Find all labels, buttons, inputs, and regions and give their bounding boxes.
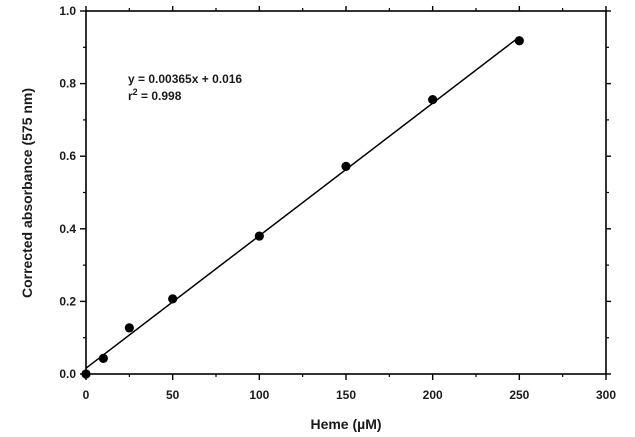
data-point — [168, 294, 178, 304]
y-tick-label: 0.6 — [59, 149, 76, 163]
fit-line-group — [85, 36, 520, 369]
data-point — [254, 231, 264, 241]
r-squared: r2 = 0.998 — [128, 87, 182, 103]
r-squared-value: = 0.998 — [138, 89, 182, 103]
x-axis-title: Heme (µM) — [310, 416, 381, 432]
plot-frame — [85, 10, 607, 375]
x-tick-label: 100 — [249, 388, 269, 402]
x-tick-label: 0 — [83, 388, 90, 402]
axis-tick-labels: 0 50 100 150 200 250 300 0.0 0.2 0.4 0.6 0.8 1.0 — [59, 4, 616, 402]
x-tick-label: 300 — [596, 388, 616, 402]
r-squared-superscript: 2 — [133, 87, 138, 97]
x-tick-label: 50 — [166, 388, 180, 402]
y-tick-label: 1.0 — [59, 4, 76, 18]
x-tick-label: 250 — [509, 388, 529, 402]
data-point — [98, 353, 108, 363]
data-point — [124, 323, 134, 333]
y-tick-label: 0.0 — [59, 367, 76, 381]
y-axis-title: Corrected absorbance (575 nm) — [19, 88, 35, 298]
y-tick-label: 0.4 — [59, 222, 76, 236]
y-tick-label: 0.8 — [59, 77, 76, 91]
data-points — [81, 36, 524, 379]
x-tick-label: 200 — [423, 388, 443, 402]
r-squared-base: r — [128, 89, 133, 103]
regression-line — [85, 36, 520, 369]
data-point — [341, 161, 351, 171]
axis-ticks — [80, 6, 611, 380]
data-point — [428, 94, 438, 105]
data-point — [81, 369, 91, 379]
x-tick-label: 150 — [336, 388, 356, 402]
y-tick-label: 0.2 — [59, 294, 76, 308]
plot-axes — [85, 10, 607, 375]
fit-equation: y = 0.00365x + 0.016 — [128, 72, 242, 86]
data-point — [514, 36, 524, 46]
